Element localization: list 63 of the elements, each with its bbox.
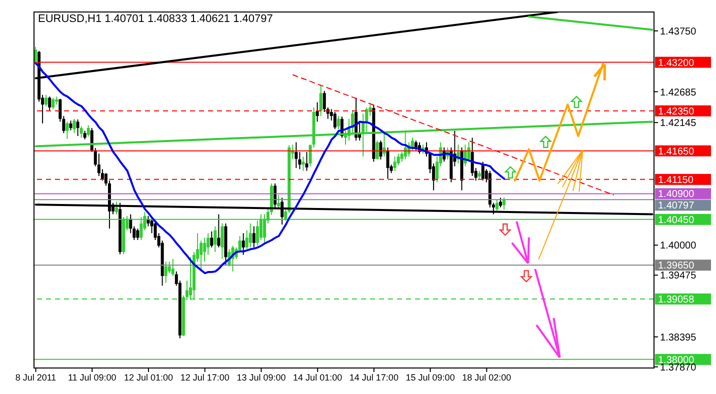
candlestick (242, 232, 245, 256)
candlestick (336, 116, 340, 130)
candlestick (294, 142, 298, 168)
candlestick (319, 84, 322, 116)
candlestick (115, 201, 118, 215)
candlestick (80, 126, 83, 138)
candlestick (52, 97, 55, 110)
y-tick-label: 1.39475 (660, 270, 697, 282)
ref-line-label: 1.39058 (658, 294, 695, 306)
x-tick-label: 15 Jul 09:00 (406, 372, 455, 382)
ref-line-label: 1.42350 (658, 106, 695, 118)
ref-line-label: 1.43200 (658, 58, 695, 69)
candlestick (69, 120, 72, 131)
x-tick-label: 12 Jul 01:00 (124, 372, 174, 382)
y-tick-label: 1.40000 (660, 240, 697, 252)
x-tick-label: 14 Jul 01:00 (293, 372, 342, 382)
ref-line-label: 1.40797 (658, 200, 695, 212)
candlestick (210, 230, 214, 248)
candlestick (393, 156, 396, 172)
candlestick (217, 214, 220, 248)
candlestick (386, 146, 390, 180)
candlestick (495, 200, 498, 212)
candlestick (333, 112, 336, 130)
candlestick (376, 140, 379, 160)
candlestick (168, 261, 171, 274)
x-tick-label: 18 Jul 02:00 (462, 372, 512, 382)
candlestick (499, 197, 502, 208)
candlestick (277, 194, 280, 210)
x-tick-label: 13 Jul 09:00 (236, 372, 286, 382)
candlestick (305, 152, 308, 172)
candlestick (248, 222, 252, 248)
candlestick (252, 226, 256, 248)
candlestick (48, 96, 52, 111)
candlestick (72, 118, 76, 134)
chart-title: EURUSD,H1 1.40701 1.40833 1.40621 1.40797 (38, 13, 273, 25)
candlestick (136, 228, 140, 240)
candlestick (164, 261, 168, 284)
x-tick-label: 8 Jul 2011 (15, 372, 56, 382)
candlestick (379, 140, 382, 160)
candlestick (203, 237, 206, 262)
candlestick (76, 118, 80, 136)
x-tick-label: 14 Jul 17:00 (349, 372, 398, 382)
x-tick-label: 12 Jul 17:00 (180, 372, 230, 382)
ref-line-label: 1.41150 (658, 174, 694, 186)
candlestick (481, 161, 484, 182)
ref-line-label: 1.40900 (658, 189, 695, 200)
y-tick-label: 1.42685 (660, 87, 697, 98)
y-tick-label: 1.37870 (660, 362, 697, 374)
ref-line-label: 1.40450 (658, 214, 695, 226)
candlestick (214, 226, 217, 252)
candlestick (171, 258, 174, 276)
ref-line-label: 1.41650 (658, 146, 695, 158)
x-tick-label: 11 Jul 09:00 (68, 372, 116, 382)
y-tick-label: 1.43750 (660, 26, 697, 38)
candlestick (302, 156, 305, 172)
candlestick (502, 197, 506, 210)
candlestick (44, 94, 48, 107)
candlestick (220, 222, 224, 260)
y-tick-label: 1.42145 (660, 118, 697, 130)
ref-line-label: 1.39650 (658, 260, 695, 272)
candlestick (66, 121, 69, 140)
candlestick (86, 124, 90, 138)
y-tick-label: 1.38395 (660, 332, 697, 344)
